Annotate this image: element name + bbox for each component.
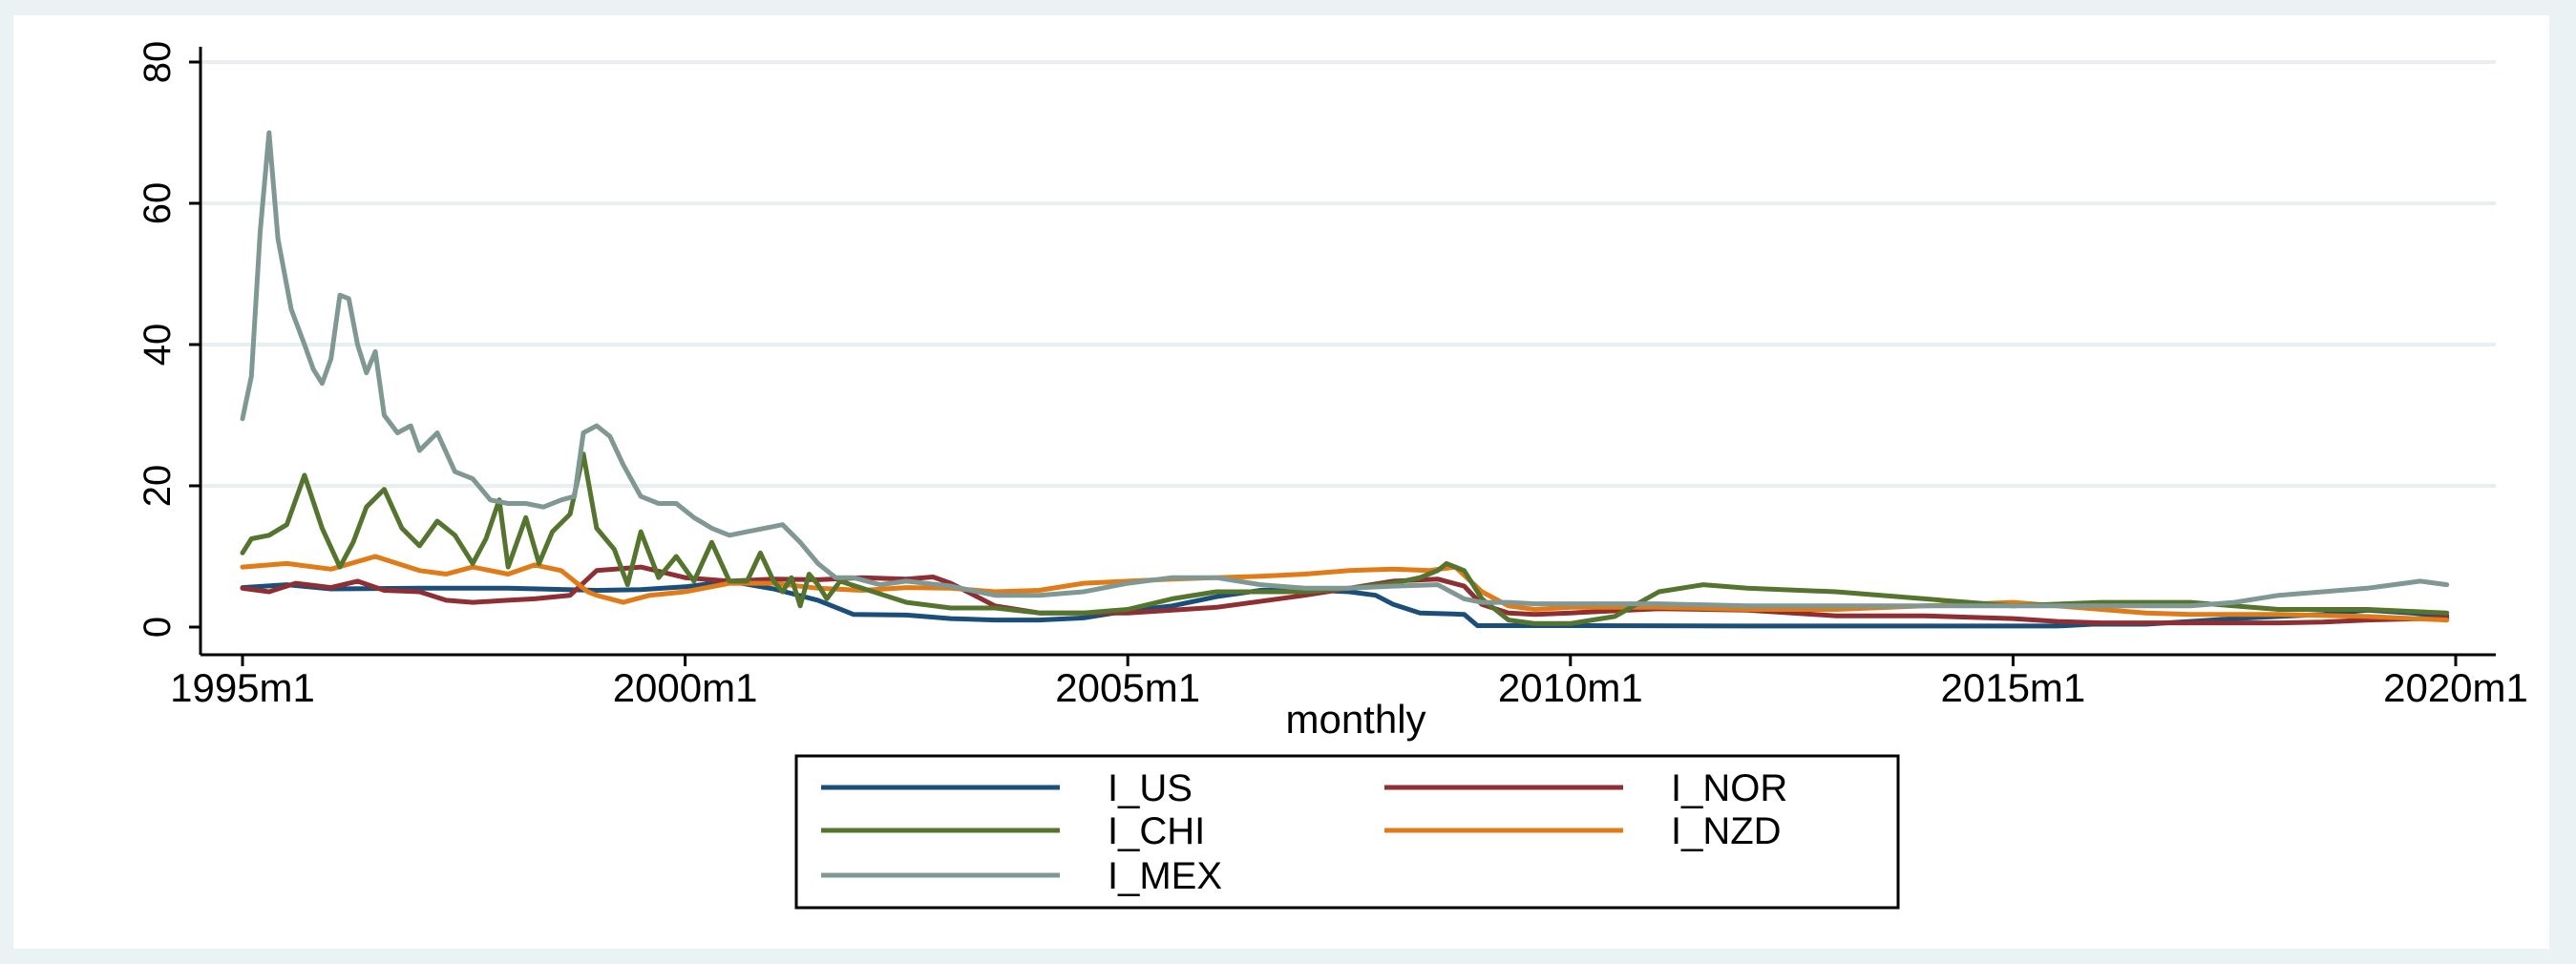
axes (199, 47, 2496, 657)
x-tick-label-2015: 2015m1 (1941, 665, 2086, 710)
x-tick-label-1995: 1995m1 (170, 665, 315, 710)
x-tick-label-2020: 2020m1 (2383, 665, 2528, 710)
y-tick-label-80: 80 (137, 41, 179, 84)
legend-label-i-nor: I_NOR (1671, 767, 1787, 809)
legend-label-i-nzd: I_NZD (1671, 810, 1782, 852)
x-tick-label-2000: 2000m1 (613, 665, 758, 710)
legend: I_US I_NOR I_CHI I_NZD I_MEX (794, 754, 1900, 910)
series-line-i-nzd (240, 554, 2450, 623)
x-ticks: 1995m1 2000m1 2005m1 2010m1 2015m1 2020m1 (170, 655, 2528, 710)
x-tick-label-2010: 2010m1 (1498, 665, 1643, 710)
y-tick-label-60: 60 (137, 182, 179, 225)
y-tick-label-40: 40 (137, 324, 179, 367)
legend-entries: I_US I_NOR I_CHI I_NZD I_MEX (821, 767, 1787, 897)
series-lines (240, 130, 2450, 629)
series-line-i-mex (240, 130, 2450, 609)
legend-label-i-chi: I_CHI (1108, 810, 1205, 852)
series-line-i-chi (240, 451, 2450, 626)
y-tick-label-20: 20 (137, 465, 179, 508)
plot-area (201, 47, 2496, 655)
gridlines (201, 60, 2496, 488)
x-axis-title: monthly (1285, 697, 1425, 742)
y-tick-label-0: 0 (137, 617, 179, 638)
legend-label-i-us: I_US (1108, 767, 1193, 809)
x-tick-label-2005: 2005m1 (1055, 665, 1200, 710)
legend-label-i-mex: I_MEX (1108, 855, 1222, 897)
y-ticks: 0 20 40 60 80 (137, 41, 201, 638)
